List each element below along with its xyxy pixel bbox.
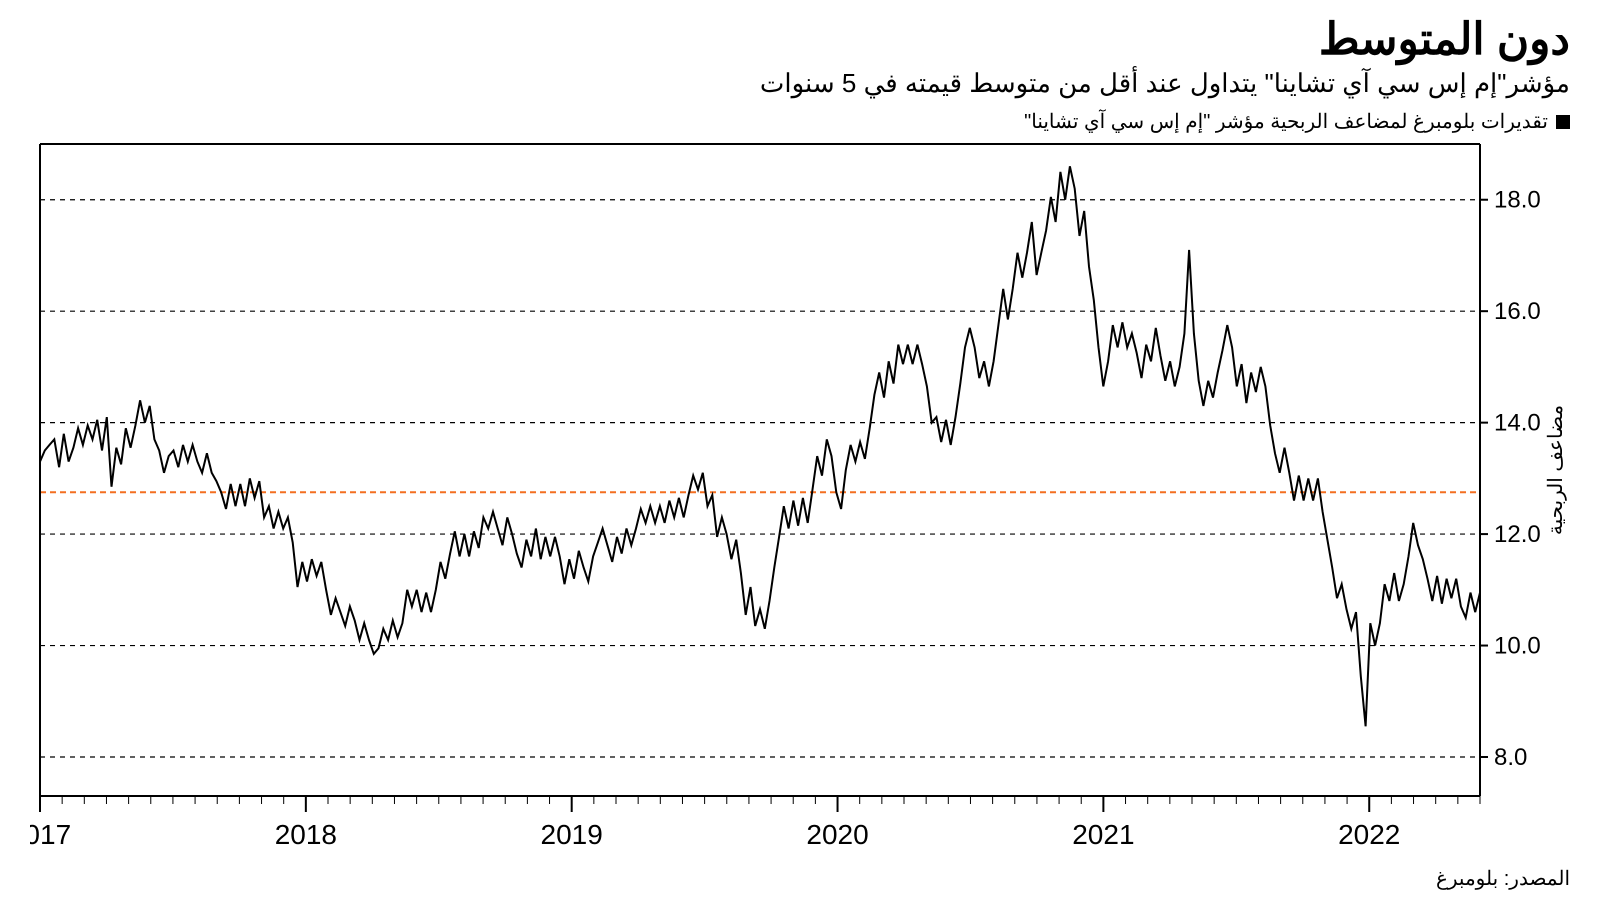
- svg-text:10.0: 10.0: [1494, 633, 1541, 660]
- svg-text:2022: 2022: [1338, 819, 1400, 850]
- svg-text:18.0: 18.0: [1494, 187, 1541, 214]
- chart-plot-area: 2017 2018 2019 2020 2021 2022 8.0 10.0 12.0 14.0 1…: [30, 140, 1570, 858]
- svg-text:2017: 2017: [30, 819, 71, 850]
- legend-text: تقديرات بلومبرغ لمضاعف الربحية مؤشر "إم …: [1024, 109, 1548, 134]
- svg-text:16.0: 16.0: [1494, 299, 1541, 326]
- svg-text:2021: 2021: [1072, 819, 1134, 850]
- chart-svg: 2017 2018 2019 2020 2021 2022 8.0 10.0 12.0 14.0 1…: [30, 140, 1570, 858]
- svg-text:8.0: 8.0: [1494, 744, 1527, 771]
- legend-marker-icon: [1556, 115, 1570, 129]
- svg-text:12.0: 12.0: [1494, 521, 1541, 548]
- svg-text:14.0: 14.0: [1494, 410, 1541, 437]
- svg-text:مضاعف الربحية: مضاعف الربحية: [1545, 405, 1567, 535]
- svg-text:2020: 2020: [806, 819, 868, 850]
- svg-text:2019: 2019: [541, 819, 603, 850]
- svg-text:2018: 2018: [275, 819, 337, 850]
- chart-source: المصدر: بلومبرغ: [30, 866, 1570, 891]
- chart-legend: تقديرات بلومبرغ لمضاعف الربحية مؤشر "إم …: [30, 109, 1570, 134]
- chart-title: دون المتوسط: [30, 16, 1570, 64]
- chart-container: دون المتوسط مؤشر"إم إس سي آي تشاينا" يتد…: [0, 0, 1600, 901]
- chart-subtitle: مؤشر"إم إس سي آي تشاينا" يتداول عند أقل …: [30, 68, 1570, 99]
